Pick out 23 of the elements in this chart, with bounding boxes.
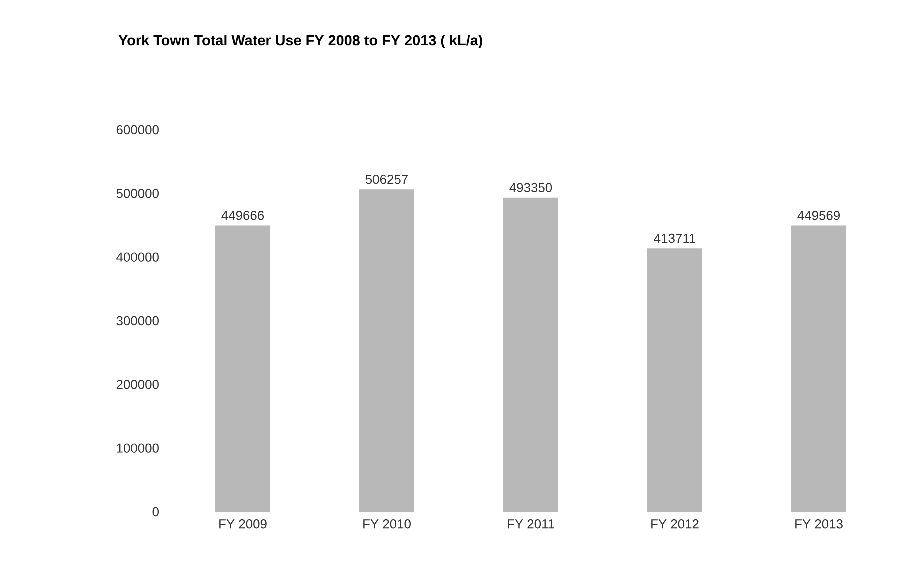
x-tick-label: FY 2011: [508, 520, 554, 529]
y-tick-label: 400000: [116, 252, 159, 262]
y-tick-label: 300000: [116, 316, 159, 326]
data-label: 506257: [366, 174, 408, 184]
y-tick-label: 100000: [117, 444, 159, 453]
bar: [360, 190, 415, 512]
bar: [648, 248, 703, 512]
bar: [792, 226, 847, 512]
y-tick-label: 0: [152, 507, 159, 517]
data-label: 449569: [798, 211, 840, 220]
chart-title: York Town Total Water Use FY 2008 to FY 2013 ( kL/a): [118, 35, 482, 48]
bar: [216, 226, 270, 512]
x-tick-label: FY 2009: [220, 520, 267, 529]
y-tick-label: 200000: [116, 380, 159, 390]
x-tick-label: FY 2010: [364, 520, 411, 529]
data-label: 493350: [510, 183, 552, 192]
y-tick-label: 600000: [116, 125, 159, 135]
data-label: 413711: [654, 234, 696, 244]
bar: [504, 198, 559, 512]
x-tick-label: FY 2013: [796, 520, 843, 529]
data-label: 449666: [222, 211, 264, 220]
y-tick-label: 500000: [116, 189, 159, 198]
x-tick-label: FY 2012: [652, 520, 699, 529]
